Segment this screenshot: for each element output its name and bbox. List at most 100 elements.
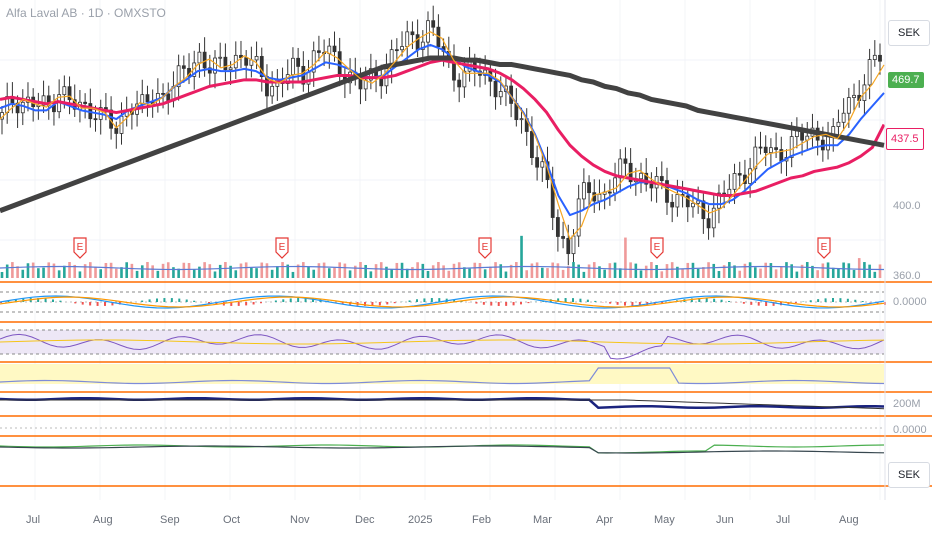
- volume-bar: [229, 265, 232, 278]
- osc-zero-tick-1: 0.0000: [893, 296, 927, 308]
- volume-bar: [463, 267, 466, 278]
- volume-bar: [847, 263, 851, 278]
- symbol-title: Alfa Laval AB · 1D · OMXSTO: [6, 6, 166, 20]
- volume-bar: [494, 262, 497, 278]
- histogram-bar: [7, 300, 10, 302]
- histogram-bar: [698, 298, 701, 302]
- volume-bar: [135, 270, 139, 278]
- candle-body: [114, 127, 119, 134]
- histogram-bar: [141, 300, 144, 302]
- volume-bar: [613, 262, 617, 278]
- volume-bar: [37, 268, 40, 278]
- histogram-bar: [378, 302, 381, 306]
- time-axis-label: Apr: [596, 514, 614, 526]
- volume-bar: [712, 263, 716, 278]
- volume-bar: [826, 262, 830, 278]
- volume-bar: [16, 266, 19, 278]
- candle-body: [836, 121, 841, 127]
- histogram-bar: [252, 302, 255, 305]
- candle-body: [259, 56, 264, 77]
- candle-body: [706, 218, 711, 229]
- histogram-bar: [720, 299, 723, 302]
- volume-bar: [863, 262, 866, 278]
- candle-body: [161, 93, 165, 95]
- candle-body: [659, 176, 664, 182]
- histogram-bar: [809, 300, 812, 302]
- volume-bar: [140, 265, 144, 278]
- candle-body: [270, 85, 275, 97]
- time-axis-label: 2025: [408, 514, 433, 526]
- volume-bar: [551, 262, 554, 278]
- currency-button[interactable]: SEK: [888, 20, 930, 46]
- volume-bar: [359, 262, 362, 278]
- candle-body: [462, 70, 467, 88]
- volume-bar: [78, 271, 82, 278]
- candle-body: [20, 101, 25, 114]
- volume-bar: [733, 265, 736, 278]
- histogram-bar: [505, 302, 508, 306]
- histogram-bar: [609, 302, 612, 304]
- price-tick-400: 400.0: [893, 200, 921, 212]
- histogram-bar: [839, 298, 842, 302]
- candle-body: [872, 54, 877, 60]
- volume-bar: [634, 263, 638, 278]
- volume-bar: [182, 262, 186, 278]
- volume-bar: [816, 270, 819, 278]
- candle-body: [426, 20, 430, 43]
- volume-bar: [447, 270, 451, 278]
- volume-bar: [421, 263, 425, 278]
- volume-bar: [759, 268, 762, 278]
- currency-button-bottom[interactable]: SEK: [888, 462, 930, 488]
- volume-bar: [665, 264, 669, 278]
- volatility-line: [0, 367, 885, 385]
- volume-bar: [328, 268, 331, 278]
- volume-bar: [774, 269, 778, 278]
- histogram-bar: [341, 302, 344, 304]
- candle-body: [649, 183, 654, 189]
- volume-bar: [255, 268, 258, 278]
- histogram-bar: [713, 298, 716, 302]
- candle-body: [555, 217, 560, 237]
- candle-body: [291, 57, 295, 76]
- candle-body: [535, 157, 540, 168]
- volume-bar: [151, 265, 154, 278]
- volume-bar: [831, 267, 835, 278]
- volume-bar: [21, 269, 25, 278]
- volume-bar: [11, 262, 14, 278]
- candle-body: [540, 161, 545, 168]
- volume-bar: [187, 263, 191, 278]
- histogram-bar: [208, 302, 210, 304]
- volume-bar: [192, 269, 196, 278]
- signal-line: [0, 296, 885, 308]
- candle-body: [400, 46, 404, 51]
- histogram-bar: [728, 300, 730, 302]
- volume-bar: [442, 265, 445, 278]
- volume-bar: [385, 266, 388, 278]
- volume-bar: [276, 266, 279, 278]
- volume-tick: 200M: [893, 398, 921, 410]
- candle-body: [67, 86, 72, 101]
- ma-fast-line: [0, 31, 885, 241]
- histogram-bar: [661, 302, 664, 304]
- volume-bar: [343, 263, 347, 278]
- volume-bar: [764, 262, 768, 278]
- volume-bar: [748, 262, 752, 278]
- candle-body: [519, 118, 524, 121]
- candle-body: [218, 56, 223, 59]
- volatility-band: [0, 364, 884, 384]
- rsi-band: [0, 330, 884, 354]
- volume-bar: [411, 267, 414, 278]
- time-axis-label: Jun: [716, 514, 734, 526]
- candle-body: [498, 91, 503, 98]
- candle-body: [867, 59, 872, 86]
- volume-bar: [728, 262, 731, 278]
- volume-bar: [172, 267, 175, 278]
- histogram-bar: [846, 298, 849, 302]
- candle-body: [530, 131, 534, 159]
- volume-bar: [598, 266, 601, 278]
- volume-bar: [592, 262, 596, 278]
- time-axis-label: Sep: [160, 514, 180, 526]
- histogram-bar: [156, 298, 158, 302]
- volume-bar: [353, 265, 357, 278]
